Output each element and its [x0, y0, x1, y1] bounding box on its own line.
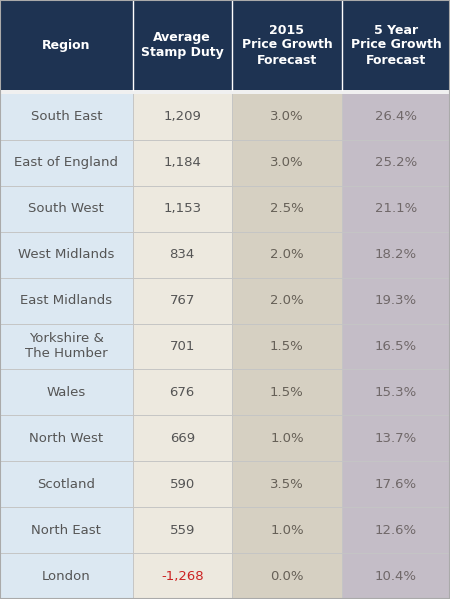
FancyBboxPatch shape	[133, 415, 232, 461]
Text: 3.0%: 3.0%	[270, 110, 304, 123]
Text: 18.2%: 18.2%	[375, 248, 417, 261]
FancyBboxPatch shape	[342, 553, 450, 599]
Text: 16.5%: 16.5%	[375, 340, 417, 353]
FancyBboxPatch shape	[133, 140, 232, 186]
FancyBboxPatch shape	[342, 140, 450, 186]
Text: 3.0%: 3.0%	[270, 156, 304, 170]
Text: 1.0%: 1.0%	[270, 432, 304, 445]
FancyBboxPatch shape	[342, 507, 450, 553]
FancyBboxPatch shape	[342, 370, 450, 415]
FancyBboxPatch shape	[232, 415, 342, 461]
Text: 767: 767	[170, 294, 195, 307]
FancyBboxPatch shape	[0, 553, 133, 599]
FancyBboxPatch shape	[0, 0, 133, 90]
FancyBboxPatch shape	[232, 94, 342, 140]
FancyBboxPatch shape	[342, 94, 450, 140]
FancyBboxPatch shape	[0, 140, 133, 186]
FancyBboxPatch shape	[342, 277, 450, 323]
FancyBboxPatch shape	[0, 415, 133, 461]
FancyBboxPatch shape	[0, 186, 133, 232]
Text: 15.3%: 15.3%	[375, 386, 417, 399]
FancyBboxPatch shape	[133, 277, 232, 323]
FancyBboxPatch shape	[133, 461, 232, 507]
FancyBboxPatch shape	[342, 0, 450, 90]
FancyBboxPatch shape	[232, 507, 342, 553]
FancyBboxPatch shape	[0, 323, 133, 370]
FancyBboxPatch shape	[342, 323, 450, 370]
Text: East of England: East of England	[14, 156, 118, 170]
FancyBboxPatch shape	[133, 0, 232, 90]
Text: London: London	[42, 570, 91, 583]
Text: Wales: Wales	[47, 386, 86, 399]
Text: 19.3%: 19.3%	[375, 294, 417, 307]
Text: Average
Stamp Duty: Average Stamp Duty	[141, 31, 224, 59]
Text: South West: South West	[28, 202, 104, 215]
Text: North West: North West	[29, 432, 104, 445]
Text: 0.0%: 0.0%	[270, 570, 304, 583]
Text: 2.5%: 2.5%	[270, 202, 304, 215]
FancyBboxPatch shape	[133, 370, 232, 415]
FancyBboxPatch shape	[232, 553, 342, 599]
FancyBboxPatch shape	[232, 0, 342, 90]
Text: 669: 669	[170, 432, 195, 445]
FancyBboxPatch shape	[232, 323, 342, 370]
Text: 559: 559	[170, 524, 195, 537]
Text: 1.0%: 1.0%	[270, 524, 304, 537]
Text: 1,209: 1,209	[163, 110, 201, 123]
FancyBboxPatch shape	[0, 90, 450, 94]
Text: 1,184: 1,184	[163, 156, 201, 170]
Text: 1.5%: 1.5%	[270, 386, 304, 399]
FancyBboxPatch shape	[232, 277, 342, 323]
FancyBboxPatch shape	[0, 232, 133, 277]
FancyBboxPatch shape	[232, 461, 342, 507]
Text: 21.1%: 21.1%	[375, 202, 417, 215]
FancyBboxPatch shape	[0, 94, 133, 140]
Text: 2015
Price Growth
Forecast: 2015 Price Growth Forecast	[242, 23, 332, 66]
Text: 834: 834	[170, 248, 195, 261]
FancyBboxPatch shape	[232, 370, 342, 415]
FancyBboxPatch shape	[133, 232, 232, 277]
Text: -1,268: -1,268	[161, 570, 203, 583]
Text: 17.6%: 17.6%	[375, 478, 417, 491]
FancyBboxPatch shape	[133, 323, 232, 370]
FancyBboxPatch shape	[342, 461, 450, 507]
Text: 2.0%: 2.0%	[270, 248, 304, 261]
Text: 2.0%: 2.0%	[270, 294, 304, 307]
Text: 26.4%: 26.4%	[375, 110, 417, 123]
Text: 5 Year
Price Growth
Forecast: 5 Year Price Growth Forecast	[351, 23, 441, 66]
Text: 590: 590	[170, 478, 195, 491]
Text: 701: 701	[170, 340, 195, 353]
Text: 3.5%: 3.5%	[270, 478, 304, 491]
Text: 10.4%: 10.4%	[375, 570, 417, 583]
FancyBboxPatch shape	[232, 140, 342, 186]
Text: 1.5%: 1.5%	[270, 340, 304, 353]
FancyBboxPatch shape	[0, 461, 133, 507]
Text: 676: 676	[170, 386, 195, 399]
Text: 12.6%: 12.6%	[375, 524, 417, 537]
Text: 13.7%: 13.7%	[375, 432, 417, 445]
FancyBboxPatch shape	[0, 370, 133, 415]
FancyBboxPatch shape	[133, 94, 232, 140]
Text: 25.2%: 25.2%	[375, 156, 417, 170]
FancyBboxPatch shape	[0, 277, 133, 323]
Text: North East: North East	[32, 524, 101, 537]
FancyBboxPatch shape	[232, 232, 342, 277]
Text: Yorkshire &
The Humber: Yorkshire & The Humber	[25, 332, 108, 361]
FancyBboxPatch shape	[342, 415, 450, 461]
FancyBboxPatch shape	[0, 507, 133, 553]
FancyBboxPatch shape	[133, 186, 232, 232]
Text: West Midlands: West Midlands	[18, 248, 115, 261]
FancyBboxPatch shape	[133, 507, 232, 553]
Text: South East: South East	[31, 110, 102, 123]
FancyBboxPatch shape	[133, 553, 232, 599]
FancyBboxPatch shape	[342, 232, 450, 277]
Text: Scotland: Scotland	[37, 478, 95, 491]
Text: Region: Region	[42, 38, 90, 52]
Text: East Midlands: East Midlands	[20, 294, 112, 307]
FancyBboxPatch shape	[232, 186, 342, 232]
Text: 1,153: 1,153	[163, 202, 201, 215]
FancyBboxPatch shape	[342, 186, 450, 232]
